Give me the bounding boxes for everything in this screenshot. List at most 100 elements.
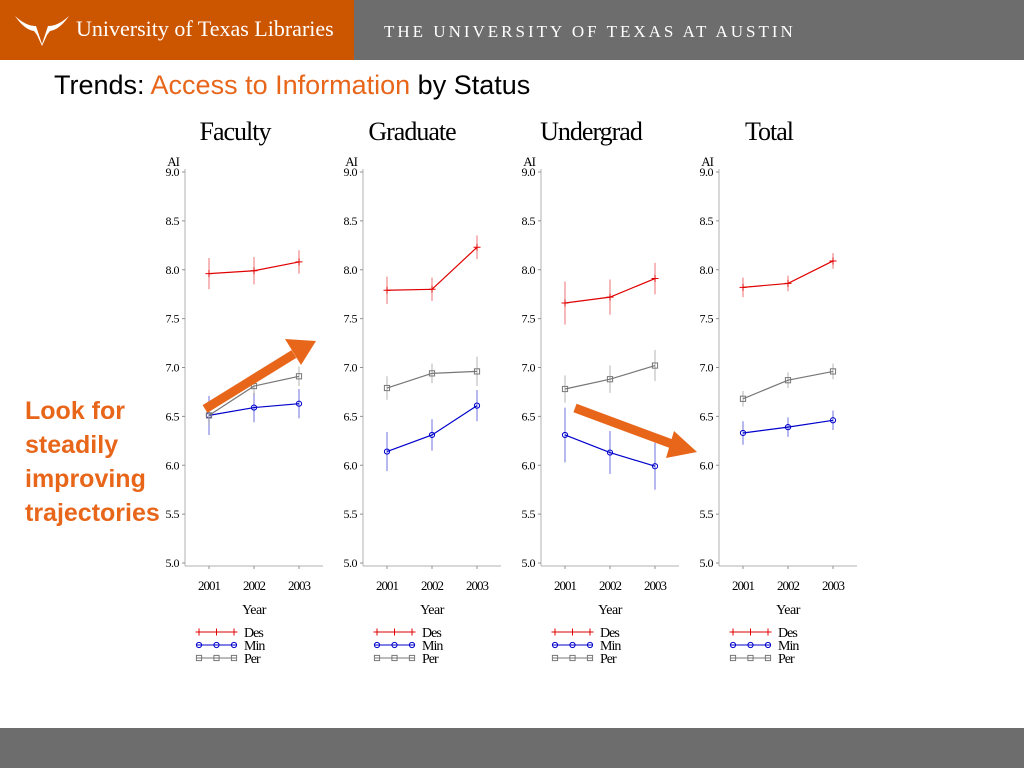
p4-y-axis-label: AI [701,154,713,169]
panel-title-graduate: Graduate [368,117,456,146]
p3-y-tick-label: 7.5 [522,312,536,326]
p1-legend-marker-min [230,641,238,649]
title-prefix: Trends: [54,70,151,100]
library-banner[interactable]: University of Texas Libraries [0,0,354,60]
university-name[interactable]: THE UNIVERSITY OF TEXAS AT AUSTIN [384,22,796,41]
p2-y-tick-label: 5.5 [344,507,358,521]
p4-y-tick-label: 6.5 [700,409,714,423]
p2-legend-marker-per [408,654,416,662]
p1-legend-marker-des [195,628,203,636]
p1-y-tick-label: 5.5 [166,507,180,521]
p1-y-tick-label: 5.0 [166,556,180,570]
p2-legend-marker-min [373,641,381,649]
p2-y-tick-label: 5.0 [344,556,358,570]
p1-y-tick-label: 7.5 [166,312,180,326]
p1-x-tick-label: 2002 [243,578,266,593]
p3-min-point [561,431,569,439]
p2-y-tick-label: 9.0 [344,165,358,179]
p1-y-tick-label: 6.5 [166,409,180,423]
p3-y-axis-label: AI [523,154,535,169]
p4-des-point [784,279,792,287]
p3-x-tick-label: 2001 [554,578,577,593]
p1-des-point [205,270,213,278]
p4-y-tick-label: 9.0 [700,165,714,179]
p4-x-tick-label: 2002 [777,578,800,593]
p2-legend-label-per: Per [422,652,439,667]
p3-legend-marker-min [551,641,559,649]
p2-des-point [473,243,481,251]
p2-min-point [428,431,436,439]
p3-des-point [651,275,659,283]
p4-min-point [784,424,792,431]
p3-legend-marker-min [586,641,594,649]
p1-des-point [295,258,303,266]
p2-x-tick-label: 2003 [466,578,489,593]
p3-legend-label-per: Per [600,652,617,667]
p2-des-point [428,285,436,293]
p2-per-point [383,384,391,392]
p4-legend-label-des: Des [778,626,797,641]
p4-min-point [739,429,747,437]
p1-per-point [295,373,303,380]
p1-per-line [208,375,300,416]
p3-per-line [564,364,656,390]
p1-min-point [295,400,303,407]
p3-y-tick-label: 8.5 [522,214,536,228]
p3-legend-marker-min [569,641,576,649]
p4-legend-label-min: Min [778,639,799,654]
p3-per-point [651,362,659,369]
p3-x-tick-label: 2003 [644,578,667,593]
panel-title-undergrad: Undergrad [540,117,643,146]
p4-min-line [742,419,834,434]
p4-min-point [829,417,837,424]
p1-y-axis-label: AI [167,154,179,169]
p2-per-point [473,368,481,375]
slide-title: Trends: Access to Information by Status [54,70,530,101]
p2-per-line [386,370,478,389]
p2-y-axis-label: AI [345,154,357,169]
panel-title-faculty: Faculty [199,117,272,146]
p2-y-tick-label: 6.5 [344,409,358,423]
p1-des-point [250,267,258,275]
p3-min-point [651,463,659,470]
p1-legend-marker-min [195,641,203,649]
p4-y-tick-label: 6.0 [700,458,714,472]
p1-x-tick-label: 2003 [288,578,311,593]
p2-legend-marker-per [373,654,381,662]
p4-x-tick-label: 2003 [822,578,845,593]
p4-des-point [739,283,747,291]
p2-min-line [386,405,478,453]
p2-min-point [383,448,391,455]
p3-y-tick-label: 5.5 [522,507,536,521]
p2-legend-marker-min [408,641,416,649]
p4-des-point [829,257,837,265]
trend-arrow-up-shaft [202,350,297,413]
trend-arrow-down-shaft [573,403,674,449]
p3-min-point [606,449,614,456]
trend-arrow-up-head [285,339,316,365]
p1-legend-marker-des [230,628,238,636]
p2-des-point [383,286,391,294]
p3-x-tick-label: 2002 [599,578,622,593]
p1-legend-label-per: Per [244,652,261,667]
p3-x-axis-label: Year [598,603,623,618]
p1-min-line [208,403,300,416]
p3-per-point [606,376,614,383]
p4-y-tick-label: 7.0 [700,361,714,375]
p3-legend-marker-per [569,654,576,662]
p4-y-tick-label: 8.5 [700,214,714,228]
p3-legend-marker-des [569,628,576,636]
p3-y-tick-label: 9.0 [522,165,536,179]
p1-legend-marker-des [213,628,220,636]
p2-legend-marker-per [391,654,398,662]
p2-legend-label-des: Des [422,626,441,641]
p2-x-axis-label: Year [420,603,445,618]
p3-legend-label-min: Min [600,639,621,654]
p3-y-tick-label: 8.0 [522,263,536,277]
p1-y-tick-label: 9.0 [166,165,180,179]
p3-y-tick-label: 6.0 [522,458,536,472]
p2-legend-label-min: Min [422,639,443,654]
p4-x-axis-label: Year [776,603,801,618]
p4-x-tick-label: 2001 [732,578,755,593]
p4-legend-marker-min [729,641,737,649]
